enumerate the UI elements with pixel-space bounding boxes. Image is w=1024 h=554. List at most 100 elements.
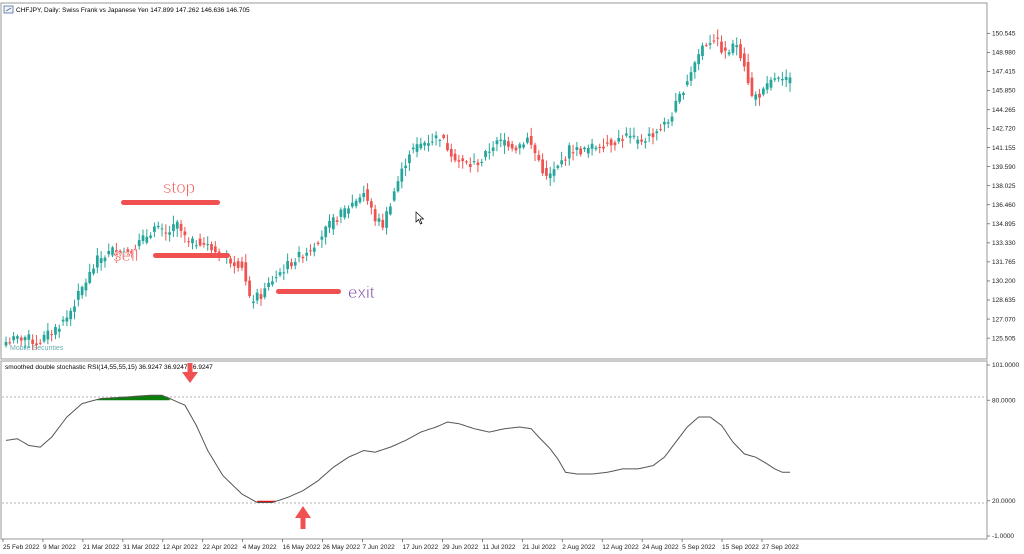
- candle: [438, 138, 442, 147]
- candle: [389, 203, 392, 216]
- candle: [396, 175, 400, 193]
- indicator-title: smoothed double stochastic RSI(14,55,55,…: [5, 364, 213, 371]
- candle: [331, 213, 335, 235]
- candle: [621, 135, 624, 148]
- candle: [69, 307, 73, 326]
- candle: [484, 149, 487, 161]
- date-tick-label: 21 Jul 2022: [522, 544, 556, 551]
- price-candles: [4, 29, 792, 351]
- candle: [8, 337, 12, 346]
- candle: [731, 39, 735, 56]
- down-arrow-icon: [182, 363, 198, 383]
- candle: [76, 283, 80, 307]
- date-tick-label: 7 Jun 2022: [363, 544, 396, 551]
- candle: [468, 157, 472, 173]
- candle: [449, 143, 453, 163]
- candle: [453, 149, 457, 163]
- candle: [206, 236, 210, 251]
- candle: [628, 127, 632, 144]
- candle: [487, 143, 491, 160]
- price-tick-label: 133.330: [992, 240, 1016, 247]
- candle: [735, 37, 739, 56]
- date-tick-label: 29 Jun 2022: [442, 544, 478, 551]
- candle: [644, 137, 647, 149]
- price-tick-label: 130.200: [992, 278, 1016, 285]
- candle: [38, 339, 42, 346]
- candle: [92, 264, 95, 276]
- candle: [693, 60, 697, 79]
- candle: [446, 134, 449, 152]
- candle: [571, 144, 575, 161]
- candle: [746, 53, 750, 86]
- candle: [617, 130, 621, 144]
- date-tick-label: 31 Mar 2022: [123, 544, 160, 551]
- price-tick-label: 138.025: [992, 183, 1016, 190]
- price-tick-label: 139.590: [992, 164, 1016, 171]
- up-arrow-icon: [295, 506, 311, 529]
- price-tick-label: 142.720: [992, 126, 1016, 133]
- date-tick-label: 16 May 2022: [283, 544, 321, 551]
- candle: [777, 76, 780, 82]
- candle: [503, 133, 506, 154]
- candle: [682, 91, 685, 100]
- price-tick-label: 150.545: [992, 30, 1016, 37]
- broker-watermark: Mobile Securities: [10, 345, 64, 352]
- candle: [408, 150, 411, 171]
- candle: [164, 224, 168, 241]
- candle: [271, 275, 274, 287]
- candle: [442, 133, 446, 140]
- candle: [727, 49, 731, 57]
- candle: [111, 245, 114, 258]
- main-pane-border: [0, 2, 988, 360]
- candle: [613, 140, 617, 151]
- candle: [663, 117, 666, 132]
- candle: [495, 136, 499, 152]
- candle: [191, 236, 194, 250]
- sell-label: sell: [113, 246, 139, 265]
- indicator-pane-border: [0, 360, 988, 540]
- candle: [765, 76, 769, 94]
- indicator-line: [5, 394, 790, 503]
- date-axis: 25 Feb 2022 9 Mar 2022 21 Mar 2022 31 Mar 2…: [2, 539, 799, 551]
- candle: [293, 258, 297, 270]
- price-tick-label: 127.070: [992, 316, 1016, 323]
- date-tick-label: 22 Apr 2022: [203, 544, 238, 551]
- candle: [788, 72, 792, 92]
- candle: [689, 66, 693, 87]
- candle: [742, 47, 746, 72]
- candle: [602, 138, 605, 153]
- price-tick-label: 145.850: [992, 88, 1016, 95]
- candle: [114, 242, 118, 263]
- candle: [194, 240, 198, 249]
- candle: [659, 123, 662, 132]
- candle: [697, 48, 701, 71]
- price-tick-label: 134.895: [992, 221, 1016, 228]
- candle: [373, 204, 377, 226]
- indicator-tick-label: 101.0000: [992, 362, 1019, 369]
- candle: [636, 135, 640, 150]
- candle: [73, 299, 76, 320]
- candle: [533, 142, 537, 161]
- candle: [153, 222, 156, 238]
- candle: [430, 133, 434, 146]
- candle: [556, 164, 560, 170]
- indicator-axis: 101.0000 80.0000 20.0000 -1.0000: [987, 362, 1019, 540]
- candle: [419, 137, 423, 151]
- date-tick-label: 24 Aug 2022: [642, 544, 679, 551]
- candle: [647, 127, 651, 143]
- date-tick-label: 5 Sep 2022: [682, 544, 716, 551]
- date-tick-label: 4 May 2022: [243, 544, 277, 551]
- candle: [678, 91, 682, 104]
- candle: [210, 241, 213, 255]
- candle: [575, 142, 579, 157]
- candle: [377, 213, 381, 227]
- candle: [605, 134, 609, 147]
- candle: [670, 112, 674, 127]
- candle: [202, 237, 206, 248]
- candle: [354, 198, 358, 209]
- candle: [404, 158, 407, 177]
- candle: [137, 233, 141, 250]
- candle: [297, 246, 301, 263]
- candle: [522, 142, 525, 150]
